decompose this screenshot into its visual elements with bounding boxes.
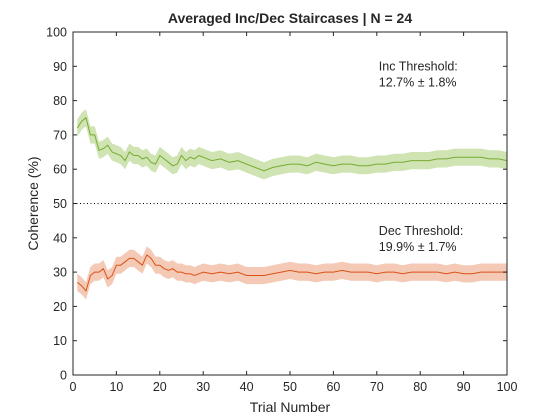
threshold-annotation-1-line-1: 19.9% ± 1.7% [379,240,457,254]
x-tick-label: 40 [240,380,254,394]
y-tick-label: 30 [53,266,67,280]
x-tick-label: 100 [497,380,518,394]
y-tick-label: 70 [53,128,67,142]
x-tick-label: 20 [153,380,167,394]
y-axis-label: Coherence (%) [25,156,41,250]
y-tick-label: 100 [46,26,67,40]
y-tick-label: 80 [53,94,67,108]
x-tick-label: 70 [370,380,384,394]
x-tick-label: 0 [70,380,77,394]
x-tick-label: 30 [196,380,210,394]
y-tick-label: 60 [53,163,67,177]
x-axis-label: Trial Number [250,399,331,415]
y-tick-label: 10 [53,334,67,348]
x-tick-label: 50 [283,380,297,394]
x-tick-label: 90 [457,380,471,394]
y-tick-label: 0 [60,369,67,383]
x-tick-label: 10 [109,380,123,394]
y-tick-label: 40 [53,231,67,245]
y-tick-label: 90 [53,60,67,74]
y-tick-label: 50 [53,197,67,211]
threshold-annotation-0-line-1: 12.7% ± 1.8% [379,75,457,89]
x-tick-label: 80 [413,380,427,394]
threshold-annotation-1-line-0: Dec Threshold: [379,224,464,238]
threshold-annotation-0-line-0: Inc Threshold: [379,59,458,73]
chart-title: Averaged Inc/Dec Staircases | N = 24 [168,10,412,26]
y-tick-label: 20 [53,300,67,314]
x-tick-label: 60 [326,380,340,394]
